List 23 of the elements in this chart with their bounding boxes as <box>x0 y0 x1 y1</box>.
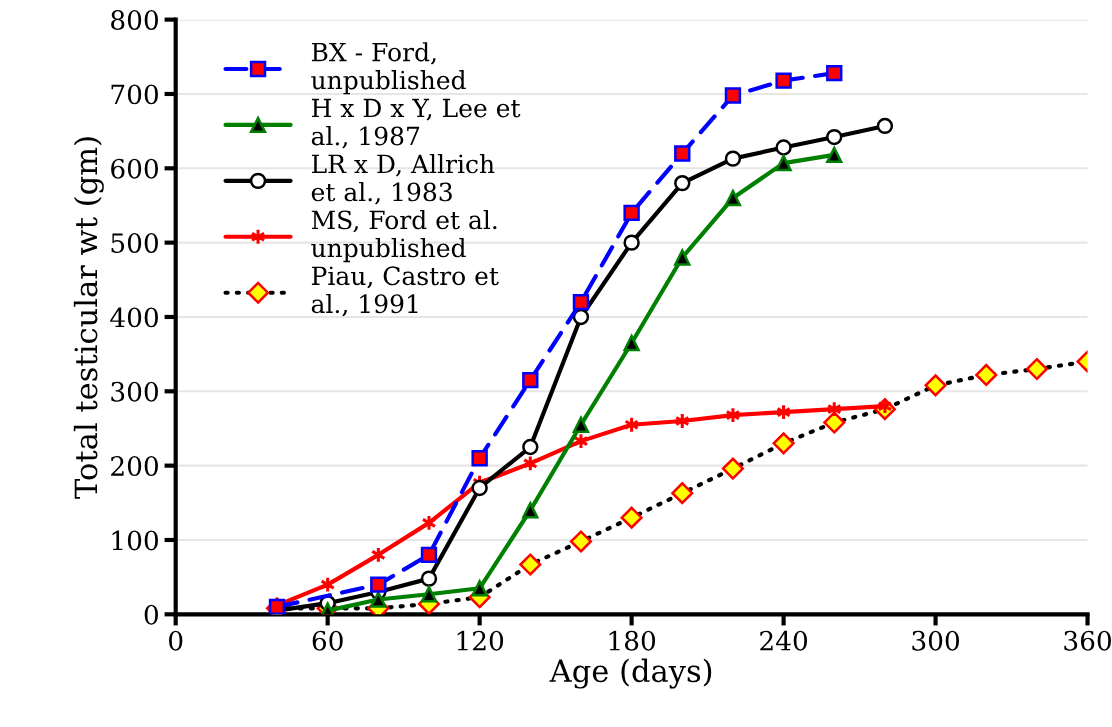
y-tick-label: 700 <box>111 84 158 105</box>
y-axis-title: Total testicular wt (gm) <box>73 137 104 499</box>
y-tick-label: 0 <box>144 604 158 625</box>
x-tick-label: 240 <box>760 630 808 651</box>
x-axis-title: Age (days) <box>549 658 712 689</box>
y-tick-label: 300 <box>111 381 158 402</box>
legend-label: Piau, Castro et al., 1991 <box>311 266 499 317</box>
x-tick-label: 120 <box>457 630 504 651</box>
y-tick-label: 600 <box>111 158 158 179</box>
y-tick-label: 800 <box>111 10 158 31</box>
legend-label: BX - Ford, unpublished <box>311 42 466 95</box>
y-tick-label: 100 <box>112 530 158 551</box>
y-tick-label: 200 <box>111 456 158 477</box>
x-tick-label: 60 <box>312 630 343 651</box>
legend-label: LR x D, Allrich et al., 1983 <box>311 154 495 205</box>
x-tick-label: 180 <box>609 630 656 651</box>
legend-label: H x D x Y, Lee et al., 1987 <box>311 98 521 149</box>
x-tick-label: 300 <box>912 630 959 651</box>
y-tick-label: 400 <box>110 307 158 328</box>
y-tick-label: 500 <box>111 233 158 254</box>
x-tick-label: 360 <box>1064 630 1111 651</box>
x-tick-label: 0 <box>169 630 183 651</box>
legend-label: MS, Ford et al. unpublished <box>311 209 497 263</box>
